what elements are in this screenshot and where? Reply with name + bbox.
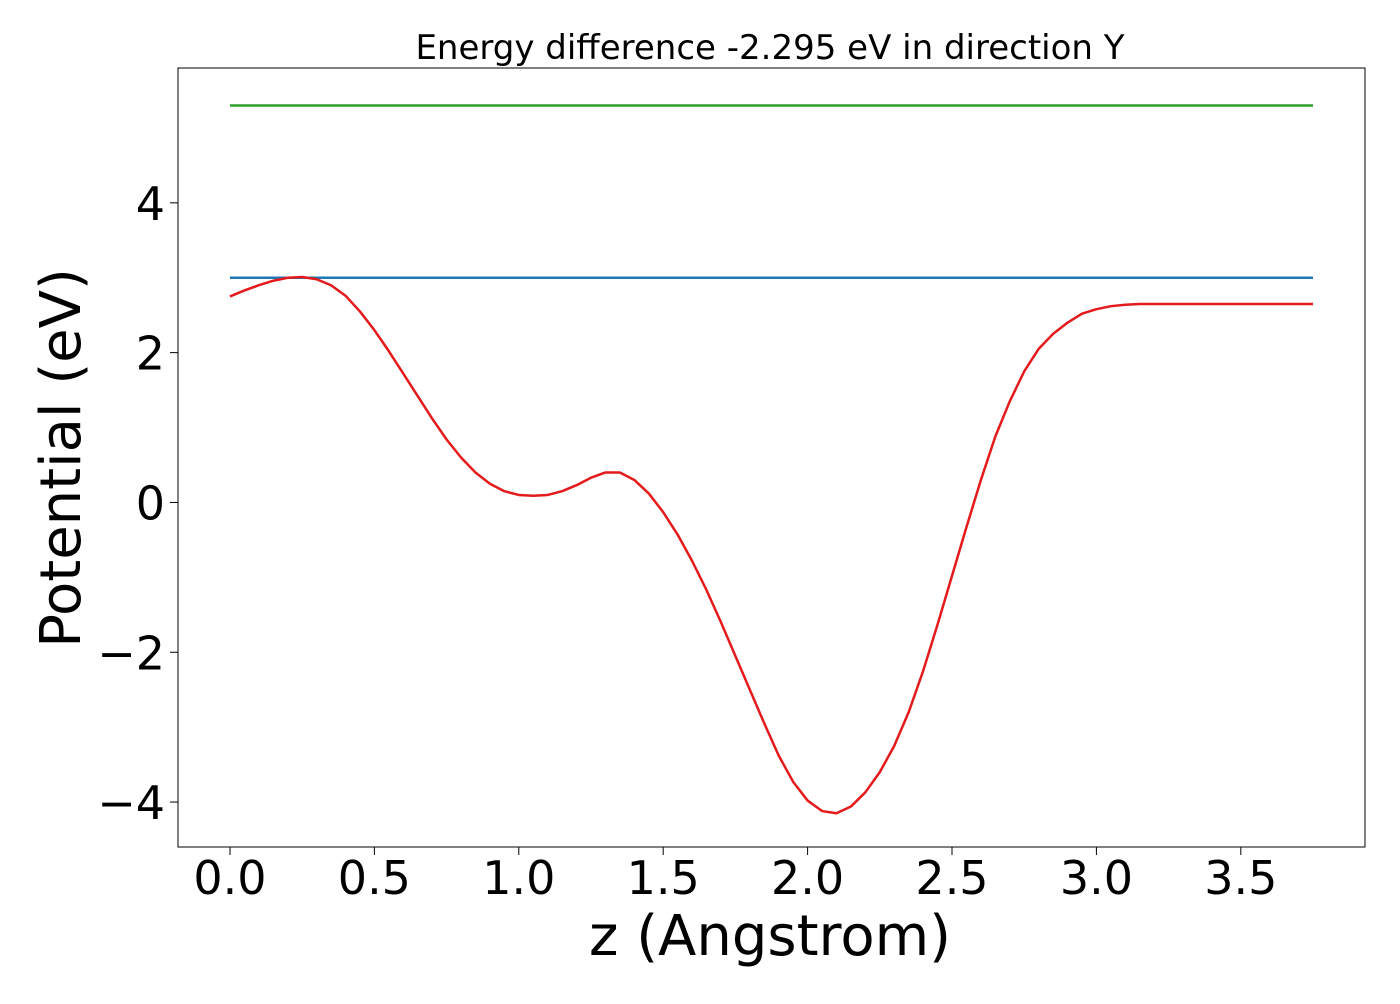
x-tick-label: 2.5 <box>915 851 988 905</box>
x-axis: 0.0 0.5 1.0 1.5 2.0 2.5 3.0 3.5 <box>193 847 1277 905</box>
y-axis: −4 −2 0 2 4 <box>97 177 178 830</box>
y-tick-label: 4 <box>136 177 165 231</box>
x-tick-label: 0.5 <box>338 851 411 905</box>
x-tick-label: 0.0 <box>193 851 266 905</box>
x-tick-label: 3.0 <box>1060 851 1133 905</box>
y-tick-label: 0 <box>136 476 165 530</box>
y-tick-label: −4 <box>97 776 165 830</box>
chart-title: Energy difference -2.295 eV in direction… <box>415 28 1124 68</box>
x-tick-label: 2.0 <box>771 851 844 905</box>
x-tick-label: 3.5 <box>1204 851 1277 905</box>
series-line-3 <box>229 275 1314 815</box>
y-tick-label: −2 <box>97 626 165 680</box>
x-tick-label: 1.5 <box>627 851 700 905</box>
x-axis-label: z (Angstrom) <box>589 904 951 969</box>
axes-frame <box>177 67 1366 848</box>
x-tick-label: 1.0 <box>482 851 555 905</box>
y-axis-label: Potential (eV) <box>29 268 94 648</box>
plot-area <box>229 104 1314 815</box>
y-tick-label: 2 <box>136 327 165 381</box>
